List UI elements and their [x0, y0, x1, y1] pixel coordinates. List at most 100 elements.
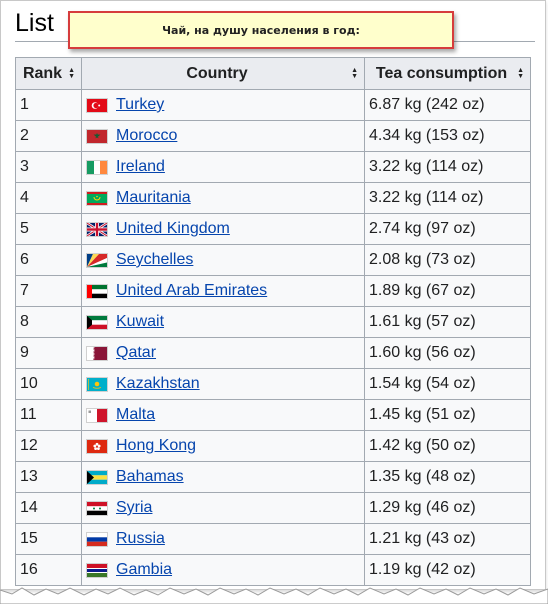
table-row: 9 Qatar 1.60 kg (56 oz): [15, 337, 531, 369]
tea-consumption-cell: 6.87 kg (242 oz): [364, 89, 531, 121]
ireland-flag-icon[interactable]: [86, 159, 108, 175]
rank-cell: 10: [15, 368, 82, 400]
country-cell-content: Bahamas: [86, 468, 360, 486]
russia-flag-icon[interactable]: [86, 531, 108, 547]
country-cell: Turkey: [81, 89, 365, 121]
rank-cell: 14: [15, 492, 82, 524]
tea-consumption-cell: 1.61 kg (57 oz): [364, 306, 531, 338]
table-row: 5 United Kingdom 2.74 kg (97 oz): [15, 213, 531, 245]
mauritania-flag-icon[interactable]: [86, 190, 108, 206]
rank-cell: 6: [15, 244, 82, 276]
rank-cell: 15: [15, 523, 82, 555]
country-link[interactable]: United Kingdom: [116, 220, 230, 237]
section-heading: List: [15, 9, 54, 37]
country-link[interactable]: Kazakhstan: [116, 375, 200, 392]
rank-cell: 8: [15, 306, 82, 338]
country-header-label: Country: [186, 64, 248, 82]
country-link[interactable]: Hong Kong: [116, 437, 197, 454]
country-link[interactable]: Bahamas: [116, 468, 184, 485]
country-cell: Mauritania: [81, 182, 365, 214]
country-cell: United Kingdom: [81, 213, 365, 245]
country-link[interactable]: Russia: [116, 530, 165, 547]
kazakhstan-flag-icon[interactable]: [86, 376, 108, 392]
rank-cell: 1: [15, 89, 82, 121]
kuwait-flag-icon[interactable]: [86, 314, 108, 330]
tea-consumption-cell: 1.42 kg (50 oz): [364, 430, 531, 462]
country-cell-content: Seychelles: [86, 251, 360, 269]
hong-kong-flag-icon[interactable]: [86, 438, 108, 454]
country-cell: Malta: [81, 399, 365, 431]
sort-icon[interactable]: ▲ ▼: [351, 67, 358, 80]
syria-flag-icon[interactable]: [86, 500, 108, 516]
country-cell: Kazakhstan: [81, 368, 365, 400]
sort-icon[interactable]: ▲ ▼: [68, 67, 75, 80]
country-cell: Ireland: [81, 151, 365, 183]
malta-flag-icon[interactable]: [86, 407, 108, 423]
country-cell: Kuwait: [81, 306, 365, 338]
tea-column-header[interactable]: Tea consumption ▲ ▼: [364, 57, 531, 90]
torn-edge: [0, 587, 548, 604]
table-header-row: Rank ▲ ▼ Country ▲ ▼ Tea consumption ▲ ▼: [15, 57, 531, 90]
annotation-note: Чай, на душу населения в год:: [68, 11, 454, 49]
table-row: 7 United Arab Emirates 1.89 kg (67 oz): [15, 275, 531, 307]
tea-consumption-cell: 3.22 kg (114 oz): [364, 182, 531, 214]
country-cell: Russia: [81, 523, 365, 555]
country-cell: United Arab Emirates: [81, 275, 365, 307]
country-cell: Hong Kong: [81, 430, 365, 462]
tea-consumption-cell: 4.34 kg (153 oz): [364, 120, 531, 152]
rank-cell: 16: [15, 554, 82, 586]
country-link[interactable]: Malta: [116, 406, 156, 423]
qatar-flag-icon[interactable]: [86, 345, 108, 361]
table-row: 14 Syria 1.29 kg (46 oz): [15, 492, 531, 524]
country-link[interactable]: Ireland: [116, 158, 165, 175]
table-row: 13 Bahamas 1.35 kg (48 oz): [15, 461, 531, 493]
country-cell-content: United Arab Emirates: [86, 282, 360, 300]
table-row: 6 Seychelles 2.08 kg (73 oz): [15, 244, 531, 276]
country-link[interactable]: Morocco: [116, 127, 178, 144]
country-link[interactable]: Kuwait: [116, 313, 165, 330]
country-cell-content: Hong Kong: [86, 437, 360, 455]
country-link[interactable]: Mauritania: [116, 189, 191, 206]
tea-consumption-table: Rank ▲ ▼ Country ▲ ▼ Tea consumption ▲ ▼ 1 T…: [15, 57, 531, 586]
rank-cell: 5: [15, 213, 82, 245]
country-cell-content: Morocco: [86, 127, 360, 145]
turkey-flag-icon[interactable]: [86, 97, 108, 113]
table-row: 8 Kuwait 1.61 kg (57 oz): [15, 306, 531, 338]
tea-consumption-cell: 1.19 kg (42 oz): [364, 554, 531, 586]
country-cell-content: Gambia: [86, 561, 360, 579]
gambia-flag-icon[interactable]: [86, 562, 108, 578]
country-link[interactable]: Seychelles: [116, 251, 194, 268]
bahamas-flag-icon[interactable]: [86, 469, 108, 485]
tea-consumption-cell: 2.74 kg (97 oz): [364, 213, 531, 245]
country-link[interactable]: Qatar: [116, 344, 157, 361]
tea-consumption-cell: 1.21 kg (43 oz): [364, 523, 531, 555]
rank-column-header[interactable]: Rank ▲ ▼: [15, 57, 82, 90]
rank-cell: 2: [15, 120, 82, 152]
rank-header-label: Rank: [22, 64, 63, 82]
tea-consumption-cell: 1.60 kg (56 oz): [364, 337, 531, 369]
country-link[interactable]: United Arab Emirates: [116, 282, 268, 299]
rank-cell: 13: [15, 461, 82, 493]
country-cell: Bahamas: [81, 461, 365, 493]
tea-consumption-cell: 2.08 kg (73 oz): [364, 244, 531, 276]
country-cell-content: Malta: [86, 406, 360, 424]
country-column-header[interactable]: Country ▲ ▼: [81, 57, 365, 90]
morocco-flag-icon[interactable]: [86, 128, 108, 144]
rank-cell: 4: [15, 182, 82, 214]
country-link[interactable]: Gambia: [116, 561, 173, 578]
country-cell-content: Qatar: [86, 344, 360, 362]
tea-consumption-cell: 3.22 kg (114 oz): [364, 151, 531, 183]
seychelles-flag-icon[interactable]: [86, 252, 108, 268]
table-row: 2 Morocco 4.34 kg (153 oz): [15, 120, 531, 152]
sort-icon[interactable]: ▲ ▼: [517, 67, 524, 80]
rank-cell: 9: [15, 337, 82, 369]
uae-flag-icon[interactable]: [86, 283, 108, 299]
table-row: 4 Mauritania 3.22 kg (114 oz): [15, 182, 531, 214]
united-kingdom-flag-icon[interactable]: [86, 221, 108, 237]
country-cell-content: Mauritania: [86, 189, 360, 207]
tea-header-label: Tea consumption: [375, 64, 508, 82]
country-link[interactable]: Turkey: [116, 96, 165, 113]
country-cell-content: Syria: [86, 499, 360, 517]
tea-consumption-cell: 1.35 kg (48 oz): [364, 461, 531, 493]
country-link[interactable]: Syria: [116, 499, 153, 516]
